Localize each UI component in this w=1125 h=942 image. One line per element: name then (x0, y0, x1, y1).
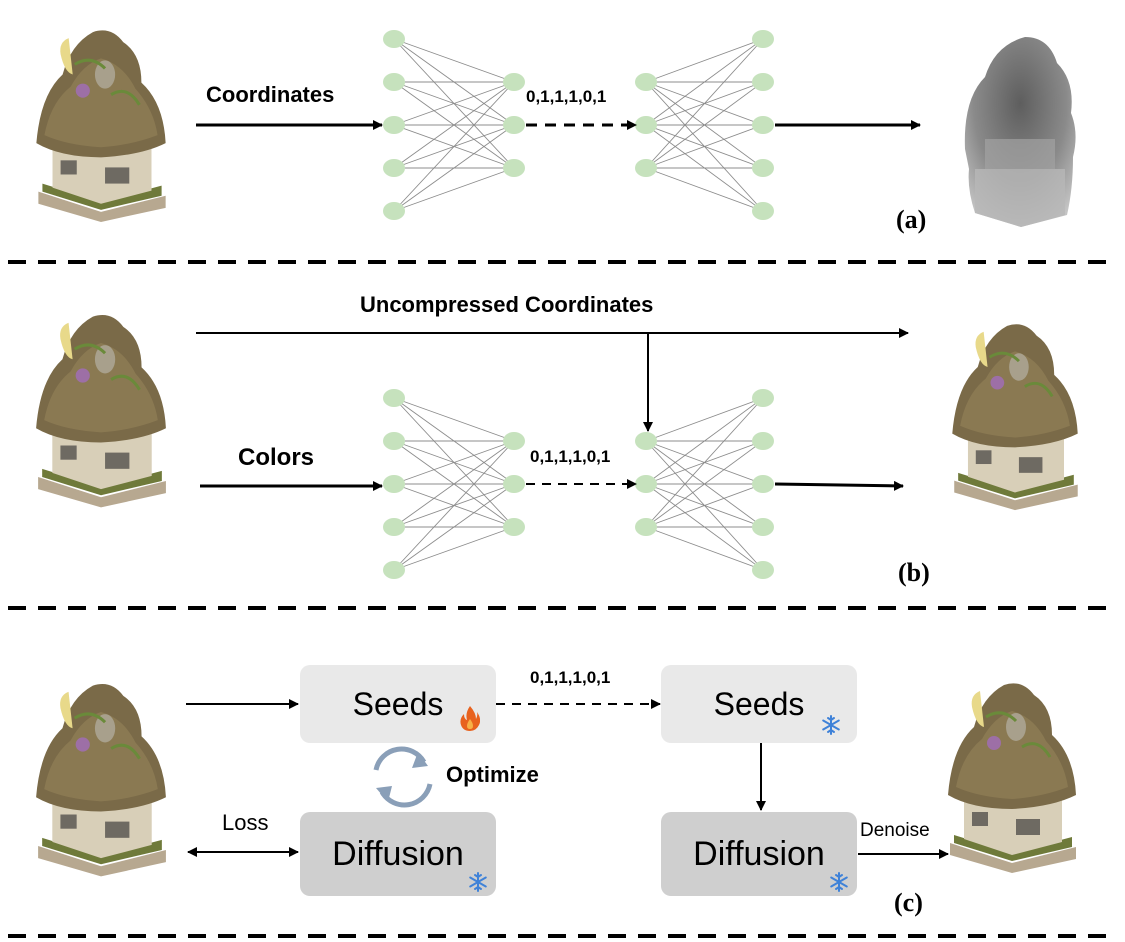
network-panel-b (383, 389, 774, 579)
network-node (503, 518, 525, 536)
label-bits-a: 0,1,1,1,0,1 (526, 87, 607, 106)
network-node (383, 389, 405, 407)
fire-icon (460, 705, 480, 731)
network-edge (393, 81, 515, 169)
network-node (635, 159, 657, 177)
seeds-box-frozen: Seeds (661, 665, 857, 743)
diffusion-label: Diffusion (332, 834, 464, 873)
network-edge (645, 483, 764, 528)
network-node (383, 202, 405, 220)
label-loss: Loss (222, 810, 269, 835)
network-node (383, 475, 405, 493)
label-bits-b: 0,1,1,1,0,1 (530, 447, 611, 466)
network-edge (393, 440, 515, 571)
network-node (752, 561, 774, 579)
house-model-icon (34, 28, 168, 224)
panel-tag-c: (c) (894, 888, 923, 917)
network-node (635, 432, 657, 450)
network-node (383, 73, 405, 91)
depth-map-icon (964, 37, 1076, 227)
dashed-separators (8, 260, 1117, 938)
network-node (752, 389, 774, 407)
network-edge (393, 81, 515, 126)
network-edge (393, 440, 515, 528)
label-uncompressed-coordinates: Uncompressed Coordinates (360, 292, 654, 317)
network-node (752, 116, 774, 134)
seeds-label: Seeds (352, 685, 444, 722)
network-node (503, 73, 525, 91)
network-node (383, 518, 405, 536)
house-model-icon (34, 313, 168, 510)
network-node (752, 432, 774, 450)
network-node (383, 159, 405, 177)
house-model-icon (950, 322, 1080, 512)
network-edge (645, 440, 764, 528)
network-node (383, 30, 405, 48)
seeds-label: Seeds (713, 685, 805, 722)
network-edge (393, 397, 515, 442)
network-edge (645, 397, 764, 442)
label-coordinates: Coordinates (206, 82, 335, 107)
label-colors: Colors (238, 444, 315, 471)
network-edge (645, 167, 764, 212)
network-edge (645, 38, 764, 83)
house-model-icon (34, 682, 168, 878)
house-model-icon (946, 681, 1078, 875)
network-edge (645, 397, 764, 528)
network-edge (393, 526, 515, 571)
network-node (752, 30, 774, 48)
network-node (503, 159, 525, 177)
snowflake-icon (821, 715, 841, 735)
network-edge (393, 124, 515, 212)
network-edge (645, 38, 764, 126)
network-node (752, 518, 774, 536)
network-edge (645, 397, 764, 485)
network-node (635, 116, 657, 134)
network-node (383, 116, 405, 134)
panel-tag-a: (a) (896, 205, 927, 234)
network-edge (645, 38, 764, 169)
diffusion-label: Diffusion (693, 834, 825, 873)
snowflake-icon (468, 872, 488, 892)
network-edge (645, 124, 764, 169)
network-node (752, 475, 774, 493)
network-node (635, 518, 657, 536)
network-edge (393, 81, 515, 212)
network-node (503, 116, 525, 134)
label-denoise: Denoise (860, 820, 930, 841)
arrow-output-b (774, 480, 904, 491)
network-edge (393, 483, 515, 571)
network-node (752, 159, 774, 177)
network-edge (393, 38, 515, 83)
label-bits-c: 0,1,1,1,0,1 (530, 668, 611, 687)
network-panel-a (383, 30, 774, 220)
diffusion-box-right: Diffusion (661, 812, 857, 896)
snowflake-icon (829, 872, 849, 892)
network-edge (645, 81, 764, 169)
network-edge (393, 167, 515, 212)
network-node (503, 475, 525, 493)
network-edge (393, 440, 515, 485)
seeds-box-trainable: Seeds (300, 665, 496, 743)
network-node (383, 561, 405, 579)
panel-tag-b: (b) (898, 558, 930, 587)
network-node (635, 475, 657, 493)
diffusion-box-left: Diffusion (300, 812, 496, 896)
network-node (752, 202, 774, 220)
network-node (752, 73, 774, 91)
network-node (503, 432, 525, 450)
cycle-arrows-icon (373, 746, 433, 808)
network-node (635, 73, 657, 91)
label-optimize: Optimize (446, 762, 539, 787)
network-node (383, 432, 405, 450)
network-edge (645, 526, 764, 571)
neural-networks (383, 30, 774, 579)
